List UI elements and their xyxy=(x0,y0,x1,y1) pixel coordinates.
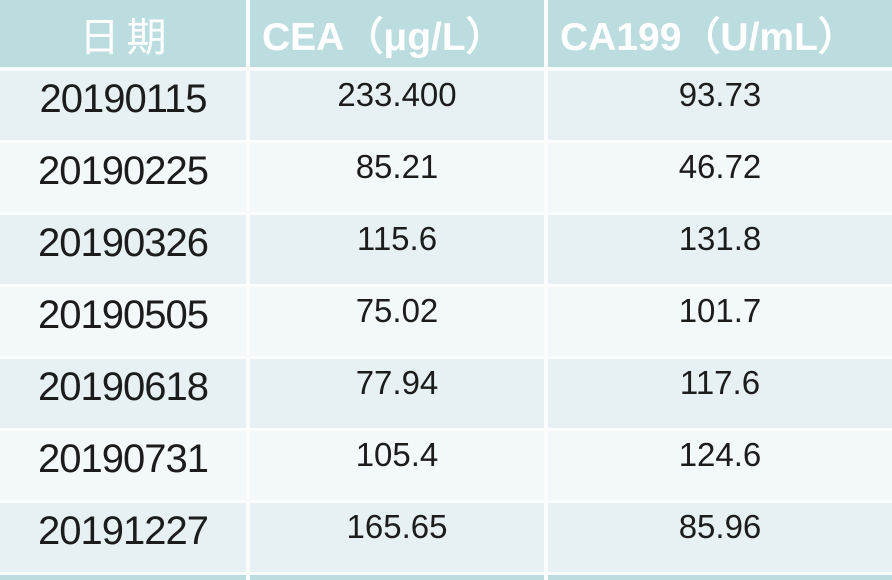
table-body: 20190115 233.400 93.73 20190225 85.21 46… xyxy=(0,67,892,572)
bottom-border-segment xyxy=(548,575,892,580)
cea-value-cell: 75.02 xyxy=(250,287,548,356)
date-cell: 20190326 xyxy=(0,215,250,284)
table-row: 20190505 75.02 101.7 xyxy=(0,284,892,356)
bottom-border-segment xyxy=(0,575,250,580)
date-cell: 20190731 xyxy=(0,431,250,500)
date-cell: 20191227 xyxy=(0,503,250,572)
date-cell: 20190505 xyxy=(0,287,250,356)
table-row: 20190225 85.21 46.72 xyxy=(0,140,892,212)
table-row: 20190115 233.400 93.73 xyxy=(0,67,892,140)
cea-value-cell: 85.21 xyxy=(250,143,548,212)
ca199-value-cell: 101.7 xyxy=(548,287,892,356)
cea-value-cell: 77.94 xyxy=(250,359,548,428)
cea-value-cell: 233.400 xyxy=(250,71,548,140)
table-header-row: 日期 CEA（μg/L） CA199（U/mL） xyxy=(0,0,892,67)
table-bottom-border xyxy=(0,572,892,580)
date-cell: 20190618 xyxy=(0,359,250,428)
ca199-value-cell: 117.6 xyxy=(548,359,892,428)
date-cell: 20190225 xyxy=(0,143,250,212)
cea-value-cell: 105.4 xyxy=(250,431,548,500)
table-row: 20190618 77.94 117.6 xyxy=(0,356,892,428)
table-row: 20190326 115.6 131.8 xyxy=(0,212,892,284)
table-row: 20191227 165.65 85.96 xyxy=(0,500,892,572)
bottom-border-segment xyxy=(250,575,548,580)
ca199-value-cell: 124.6 xyxy=(548,431,892,500)
ca199-value-cell: 85.96 xyxy=(548,503,892,572)
column-header-cea: CEA（μg/L） xyxy=(250,0,548,67)
column-header-date: 日期 xyxy=(0,0,250,67)
column-header-ca199: CA199（U/mL） xyxy=(548,0,892,67)
ca199-value-cell: 131.8 xyxy=(548,215,892,284)
table-row: 20190731 105.4 124.6 xyxy=(0,428,892,500)
ca199-value-cell: 93.73 xyxy=(548,71,892,140)
cea-value-cell: 165.65 xyxy=(250,503,548,572)
ca199-value-cell: 46.72 xyxy=(548,143,892,212)
cea-value-cell: 115.6 xyxy=(250,215,548,284)
date-cell: 20190115 xyxy=(0,71,250,140)
